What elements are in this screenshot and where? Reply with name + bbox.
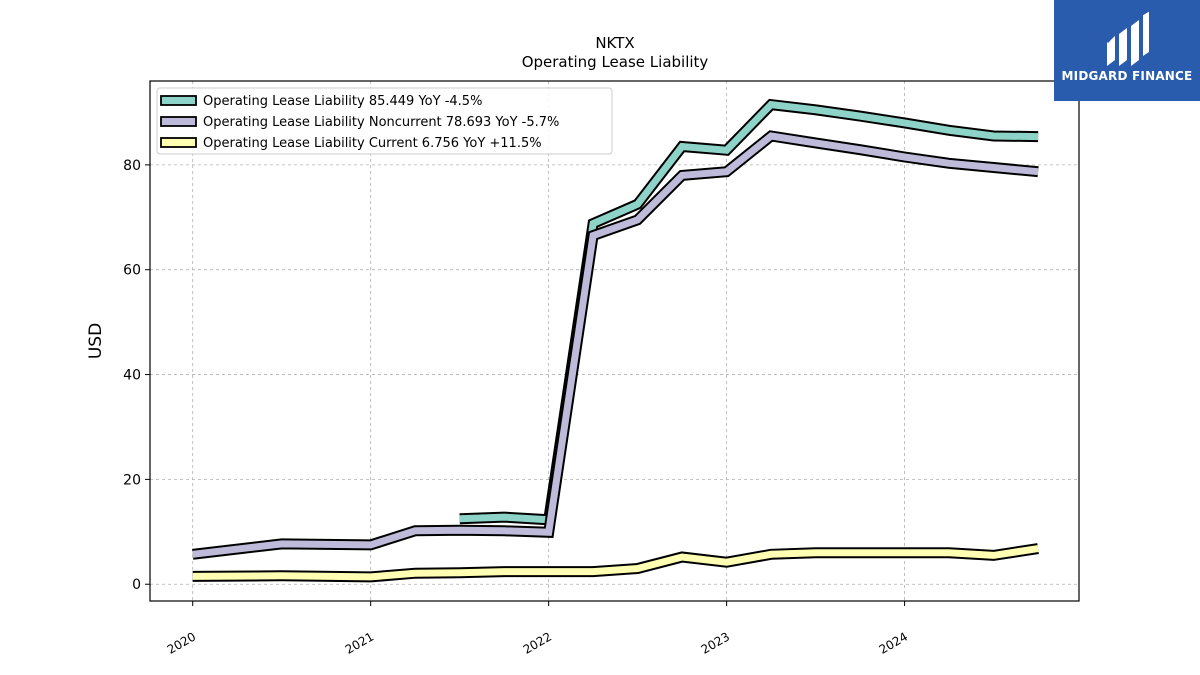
midgard-finance-logo: MIDGARD FINANCE [1054, 0, 1200, 101]
x-tick-label: 2020 [165, 629, 198, 656]
x-axis: 2020 2021 2022 2023 2024 [165, 601, 910, 657]
y-tick-label: 40 [123, 368, 141, 384]
legend-label: Operating Lease Liability Noncurrent 78.… [203, 115, 559, 130]
y-axis: 0 20 40 60 80 [123, 158, 150, 593]
legend-swatch [160, 137, 197, 148]
x-tick-label: 2022 [521, 629, 554, 656]
series-line [192, 132, 1039, 558]
y-axis-label: USD [86, 323, 106, 359]
logo-text: MIDGARD FINANCE [1061, 69, 1193, 83]
y-tick-label: 80 [123, 158, 141, 174]
x-tick-label: 2024 [877, 629, 910, 656]
legend-swatch [160, 116, 197, 127]
y-tick-label: 0 [132, 577, 141, 593]
legend-swatch [160, 95, 197, 106]
series-lines [192, 98, 1039, 583]
series-line-outline [192, 130, 1039, 560]
legend-label: Operating Lease Liability Current 6.756 … [203, 136, 542, 151]
y-tick-label: 20 [123, 472, 141, 488]
legend-label: Operating Lease Liability 85.449 YoY -4.… [203, 94, 482, 109]
chart-subtitle: Operating Lease Liability [522, 53, 709, 71]
plot-frame [149, 80, 1080, 602]
series-line [192, 545, 1039, 581]
legend: Operating Lease Liability 85.449 YoY -4.… [156, 87, 613, 155]
chart-title: NKTX [595, 34, 634, 52]
legend-box [156, 87, 613, 155]
x-tick-label: 2021 [343, 629, 376, 656]
midgard-logo-icon [1105, 8, 1150, 66]
x-tick-label: 2023 [699, 629, 732, 656]
y-tick-label: 60 [123, 263, 141, 279]
